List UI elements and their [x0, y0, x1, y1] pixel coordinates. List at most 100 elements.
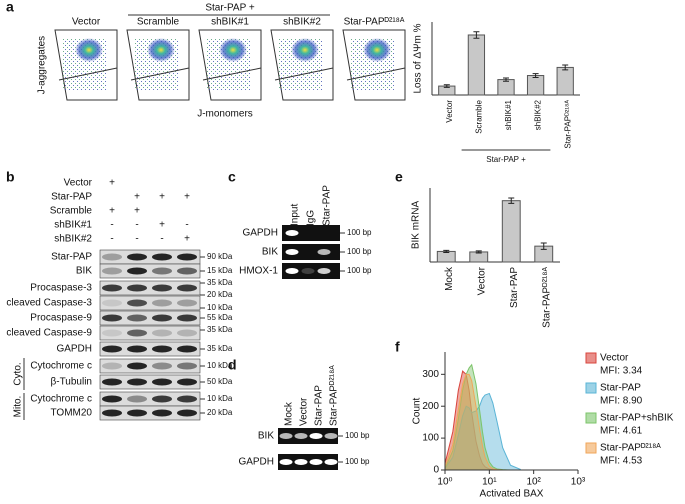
legend-label: Star-PAPᴰ²¹⁸ᴬ	[600, 443, 661, 454]
gel-label: HMOX-1	[239, 266, 278, 277]
blot-band	[102, 362, 122, 370]
blot-band	[152, 378, 172, 386]
blot-label: Cytochrome c	[30, 394, 92, 405]
blot-band	[127, 395, 147, 403]
legend-swatch	[585, 382, 597, 394]
blot-band	[152, 345, 172, 353]
size-marker: 35 kDa	[207, 325, 233, 334]
blot-strip	[99, 325, 201, 341]
bar	[526, 75, 545, 96]
flow-gate	[58, 67, 118, 81]
flow-title: shBIK#2	[283, 17, 321, 28]
gel-band	[279, 459, 293, 465]
gel-strip	[282, 225, 340, 241]
condition-sign: +	[134, 206, 140, 217]
x-tick-label: Mock	[444, 266, 455, 291]
condition-label: Scramble	[50, 206, 93, 217]
blot-band	[152, 395, 172, 403]
blot-band	[177, 253, 197, 261]
blot-band	[177, 267, 197, 275]
error-bar	[532, 73, 539, 78]
blot-band	[152, 253, 172, 261]
x-tick-label: Vector	[445, 100, 454, 123]
gel-band	[324, 459, 338, 465]
condition-label: shBIK#1	[54, 220, 92, 231]
blot-band	[102, 267, 122, 275]
blot-band	[102, 299, 122, 307]
bar	[497, 79, 515, 96]
blot-band	[102, 329, 122, 337]
bar	[467, 34, 486, 96]
condition-sign: +	[159, 220, 165, 231]
gel-band	[317, 249, 331, 255]
blot-label: Star-PAP	[51, 252, 92, 263]
blot-band	[177, 329, 197, 337]
gel-strip	[282, 244, 340, 260]
size-marker: 100 bp	[345, 431, 370, 440]
blot-strip	[99, 280, 201, 296]
panel-label: a	[6, 0, 14, 15]
bar	[556, 66, 574, 96]
condition-sign: +	[184, 234, 190, 245]
blot-band	[127, 329, 147, 337]
blot-band	[152, 284, 172, 292]
gel-band	[285, 230, 299, 236]
y-tick-label: 0	[433, 465, 439, 476]
x-tick-label: shBIK#2	[534, 99, 543, 130]
condition-sign: -	[185, 220, 188, 231]
legend-swatch	[585, 442, 597, 454]
blot-label: TOMM20	[51, 408, 93, 419]
group-label: Cyto.	[13, 362, 24, 385]
legend-mfi: MFI: 8.90	[600, 396, 643, 407]
error-bar	[503, 77, 509, 82]
blot-band	[152, 299, 172, 307]
blot-band	[177, 362, 197, 370]
blot-band	[102, 314, 122, 322]
blot-band	[127, 267, 147, 275]
condition-sign: +	[184, 192, 190, 203]
condition-sign: +	[134, 192, 140, 203]
blot-band	[152, 362, 172, 370]
blot-strip	[99, 295, 201, 311]
condition-sign: -	[160, 234, 163, 245]
lane-label: Star-PAP	[322, 185, 333, 226]
condition-sign: +	[109, 206, 115, 217]
condition-sign: -	[110, 220, 113, 231]
legend-mfi: MFI: 4.61	[600, 426, 643, 437]
flow-title: Star-PAPᴰ²¹⁸ᴬ	[344, 17, 405, 28]
size-marker: 35 kDa	[207, 344, 233, 353]
condition-sign: -	[110, 234, 113, 245]
flow-title: shBIK#1	[211, 17, 249, 28]
gel-band	[309, 459, 323, 465]
legend-swatch	[585, 352, 597, 364]
blot-band	[102, 395, 122, 403]
size-marker: 20 kDa	[207, 290, 233, 299]
blot-band	[102, 345, 122, 353]
blot-band	[127, 362, 147, 370]
blot-label: BIK	[76, 266, 92, 277]
y-tick-label: 100	[422, 433, 439, 444]
blot-band	[177, 299, 197, 307]
panel-label: b	[6, 169, 15, 185]
blot-label: Procaspase-9	[30, 313, 92, 324]
gel-strip	[278, 454, 338, 470]
blot-band	[127, 345, 147, 353]
gel-band	[285, 249, 299, 255]
flow-gate	[202, 67, 262, 81]
size-marker: 100 bp	[345, 457, 370, 466]
y-axis-label: Count	[412, 397, 423, 424]
gel-label: GAPDH	[238, 457, 274, 468]
group-label: Mito.	[13, 396, 24, 418]
lane-label: Input	[290, 204, 301, 226]
blot-band	[177, 345, 197, 353]
flow-title: Scramble	[137, 17, 180, 28]
blot-band	[152, 329, 172, 337]
size-marker: 100 bp	[347, 247, 372, 256]
flow-density	[291, 38, 319, 62]
legend-mfi: MFI: 3.34	[600, 366, 643, 377]
panel-label: d	[228, 357, 237, 373]
condition-sign: -	[135, 234, 138, 245]
axis-label: J-aggregates	[37, 36, 48, 94]
blot-band	[152, 409, 172, 417]
